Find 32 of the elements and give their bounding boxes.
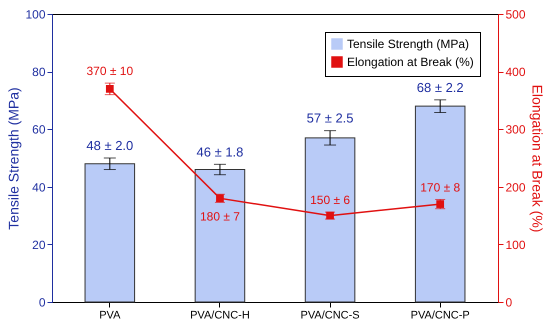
bar xyxy=(414,106,466,302)
y-axis-title: Tensile Strength (MPa) xyxy=(5,87,22,230)
x-tick-label: PVA/CNC-S xyxy=(300,310,360,322)
data-label: 48 ± 2.0 xyxy=(86,138,134,153)
y-tick-label: 80 xyxy=(32,65,46,80)
data-label: 68 ± 2.2 xyxy=(416,80,464,95)
y-tick-label: 40 xyxy=(32,180,46,194)
y-tick-label: 60 xyxy=(32,122,46,137)
y2-tick-label: 200 xyxy=(506,180,526,194)
y2-tick-label: 0 xyxy=(506,296,512,310)
y-tick-label: 0 xyxy=(38,296,46,310)
data-label: 57 ± 2.5 xyxy=(306,110,354,126)
data-label: 170 ± 8 xyxy=(420,180,460,194)
data-label: 46 ± 1.8 xyxy=(196,144,244,160)
legend-label: Tensile Strength (MPa) xyxy=(347,37,470,51)
legend-label: Elongation at Break (%) xyxy=(347,55,474,69)
bar xyxy=(304,137,356,302)
data-label: 180 ± 7 xyxy=(200,209,240,224)
y2-tick-label: 500 xyxy=(506,8,526,22)
bar xyxy=(84,163,136,302)
y2-tick-label: 300 xyxy=(506,122,526,137)
y-tick-label: 20 xyxy=(32,238,46,252)
x-tick-label: PVA/CNC-P xyxy=(410,310,470,322)
y2-tick-label: 100 xyxy=(506,238,526,252)
x-tick-label: PVA/CNC-H xyxy=(190,310,250,322)
data-label: 150 ± 6 xyxy=(310,193,350,208)
y-tick-label: 100 xyxy=(25,8,46,22)
y2-tick-label: 400 xyxy=(506,65,526,80)
data-label: 370 ± 10 xyxy=(86,64,134,78)
x-tick-label: PVA xyxy=(99,310,122,322)
bar xyxy=(194,169,246,302)
y2-axis-title: Elongation at Break (%) xyxy=(530,84,546,232)
